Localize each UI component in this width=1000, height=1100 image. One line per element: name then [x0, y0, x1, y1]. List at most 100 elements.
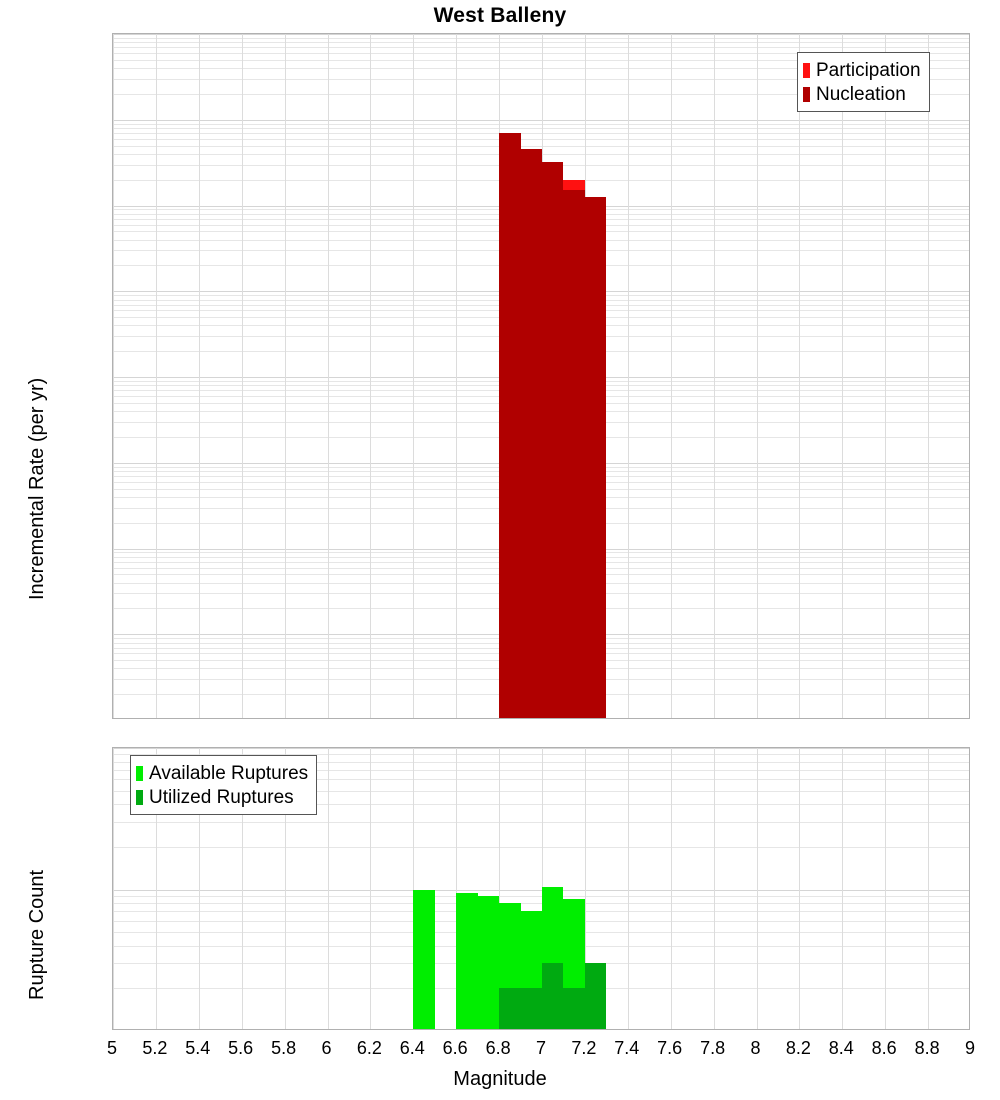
x-tick-label: 8.2 [785, 1038, 811, 1058]
gridline-vertical [885, 34, 887, 718]
gridline-major [113, 748, 969, 749]
gridline-vertical [885, 748, 887, 1029]
x-tick-label: 5 [106, 1038, 118, 1058]
gridline-vertical [155, 34, 157, 718]
gridline-vertical [756, 34, 758, 718]
gridline-vertical [327, 748, 329, 1029]
gridline-vertical [198, 748, 200, 1029]
gridline-minor [113, 769, 969, 771]
bar-utilized-ruptures [520, 988, 542, 1029]
gridline-minor [113, 903, 969, 905]
gridline-vertical [928, 34, 930, 718]
legend-swatch-icon [136, 765, 143, 781]
gridline-minor [113, 804, 969, 806]
gridline-vertical [456, 748, 458, 1029]
gridline-vertical [413, 34, 415, 718]
bar-nucleation [520, 149, 542, 718]
gridline-minor [113, 123, 969, 125]
gridline-vertical [713, 748, 715, 1029]
gridline-vertical [370, 748, 372, 1029]
x-tick-label: 6.2 [356, 1038, 382, 1058]
legend-label: Nucleation [816, 83, 906, 105]
gridline-vertical [241, 748, 243, 1029]
x-tick-label: 5.6 [228, 1038, 254, 1058]
x-tick-label: 7.6 [657, 1038, 683, 1058]
bar-available-ruptures [477, 895, 500, 1029]
gridline-vertical [670, 34, 672, 718]
gridline-minor [113, 846, 969, 848]
bar-utilized-ruptures [563, 988, 585, 1029]
page-title: West Balleny [433, 4, 567, 27]
bar-nucleation [499, 133, 521, 718]
gridline-minor [113, 53, 969, 55]
legend-item[interactable]: Available Ruptures [136, 761, 308, 785]
gridline-vertical [799, 34, 801, 718]
x-tick-label: 5.4 [185, 1038, 211, 1058]
gridline-vertical [241, 34, 243, 718]
gridline-minor [113, 128, 969, 130]
gridline-vertical [627, 34, 629, 718]
legend-item[interactable]: Utilized Ruptures [136, 785, 308, 809]
gridline-vertical [842, 748, 844, 1029]
x-tick-label: 6.4 [399, 1038, 425, 1058]
gridline-vertical [756, 748, 758, 1029]
x-tick-label: 6.6 [442, 1038, 468, 1058]
gridline-vertical [198, 34, 200, 718]
gridline-major [113, 119, 969, 121]
legend-label: Available Ruptures [149, 762, 309, 784]
gridline-vertical [284, 748, 286, 1029]
bar-utilized-ruptures [542, 963, 564, 1029]
bottom-y-axis-title: Rupture Count [26, 869, 48, 1000]
top-bars [113, 34, 969, 718]
gridline-minor [113, 133, 969, 135]
gridline-minor [113, 68, 969, 70]
bottom-bars [113, 748, 969, 1029]
gridline-vertical [413, 748, 415, 1029]
gridline-major [113, 889, 969, 891]
legend-label: Utilized Ruptures [149, 786, 294, 808]
incremental-rate-plot [112, 33, 970, 719]
top-legend: Participation Nucleation [797, 52, 930, 112]
gridline-minor [113, 37, 969, 39]
gridline-minor [113, 93, 969, 95]
x-tick-label: 7.8 [700, 1038, 726, 1058]
legend-item[interactable]: Participation [803, 58, 921, 82]
bar-nucleation [542, 162, 564, 718]
bar-utilized-ruptures [499, 988, 521, 1029]
gridline-minor [113, 59, 969, 61]
legend-swatch-icon [136, 789, 143, 805]
gridline-vertical [713, 34, 715, 718]
x-tick-label: 5.2 [142, 1038, 168, 1058]
gridline-vertical [799, 748, 801, 1029]
gridline-vertical [584, 748, 586, 1029]
bar-available-ruptures [456, 892, 478, 1029]
gridline-vertical [842, 34, 844, 718]
bar-nucleation [563, 190, 585, 718]
gridline-minor [113, 138, 969, 140]
x-tick-label: 6.8 [485, 1038, 511, 1058]
gridline-vertical [456, 34, 458, 718]
gridline-vertical [155, 748, 157, 1029]
bar-utilized-ruptures [584, 963, 607, 1029]
legend-item[interactable]: Nucleation [803, 82, 921, 106]
x-tick-label: 7 [535, 1038, 547, 1058]
gridline-minor [113, 761, 969, 763]
top-y-axis-title: Incremental Rate (per yr) [26, 377, 48, 600]
gridline-vertical [113, 748, 114, 1029]
gridline-vertical [670, 748, 672, 1029]
gridline-vertical [370, 34, 372, 718]
bar-nucleation [584, 197, 607, 718]
bar-available-ruptures [413, 889, 435, 1029]
gridline-vertical [499, 748, 501, 1029]
bottom-legend: Available Ruptures Utilized Ruptures [130, 755, 318, 815]
gridline-minor [113, 821, 969, 823]
x-tick-label: 8.8 [914, 1038, 940, 1058]
gridline-vertical [284, 34, 286, 718]
x-tick-label: 8.6 [871, 1038, 897, 1058]
gridline-minor [113, 779, 969, 781]
x-tick-label: 8.4 [828, 1038, 854, 1058]
gridline-minor [113, 42, 969, 44]
x-tick-label: 7.2 [571, 1038, 597, 1058]
x-tick-label: 6 [321, 1038, 332, 1058]
